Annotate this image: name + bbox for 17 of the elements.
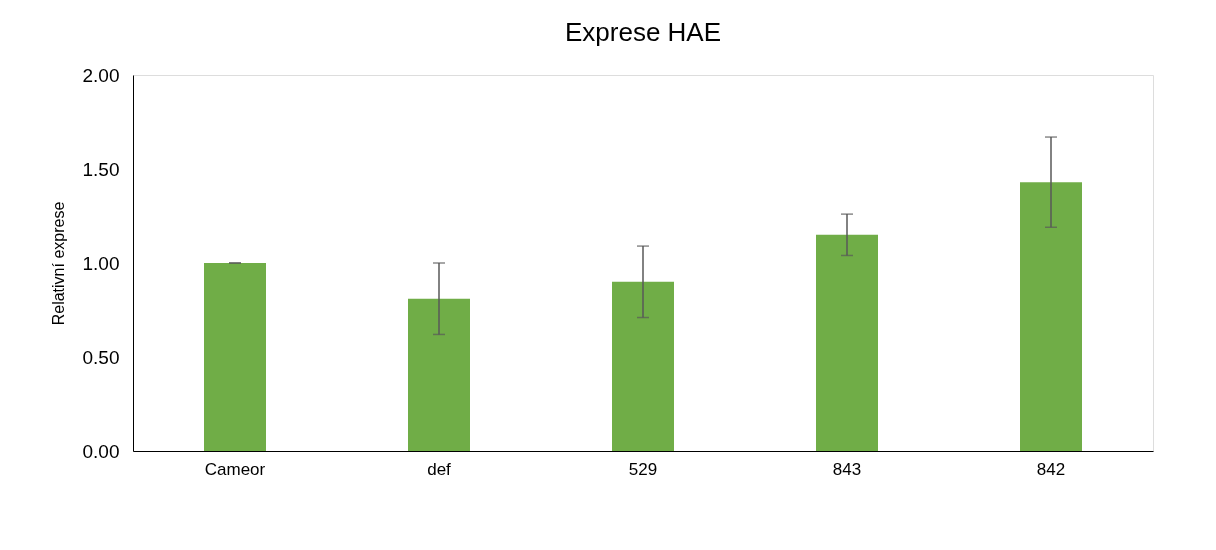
y-tick-label: 1.50 bbox=[82, 158, 120, 180]
x-tick-label: def bbox=[427, 459, 452, 479]
x-tick-label: 843 bbox=[832, 459, 862, 479]
bar bbox=[204, 263, 266, 451]
x-tick-label: 842 bbox=[1036, 459, 1066, 479]
chart-title: Exprese HAE bbox=[564, 17, 722, 47]
y-axis-title: Relativní exprese bbox=[49, 201, 67, 326]
y-tick-label: 1.00 bbox=[82, 252, 120, 274]
x-tick-label: Cameor bbox=[204, 459, 266, 479]
bar bbox=[1020, 182, 1082, 451]
y-tick-label: 2.00 bbox=[82, 64, 120, 86]
bar bbox=[408, 298, 470, 451]
bar bbox=[612, 281, 674, 451]
y-tick-label: 0.50 bbox=[82, 346, 120, 368]
bar bbox=[816, 234, 878, 451]
x-tick-label: 529 bbox=[628, 459, 658, 479]
y-tick-label: 0.00 bbox=[82, 440, 120, 462]
